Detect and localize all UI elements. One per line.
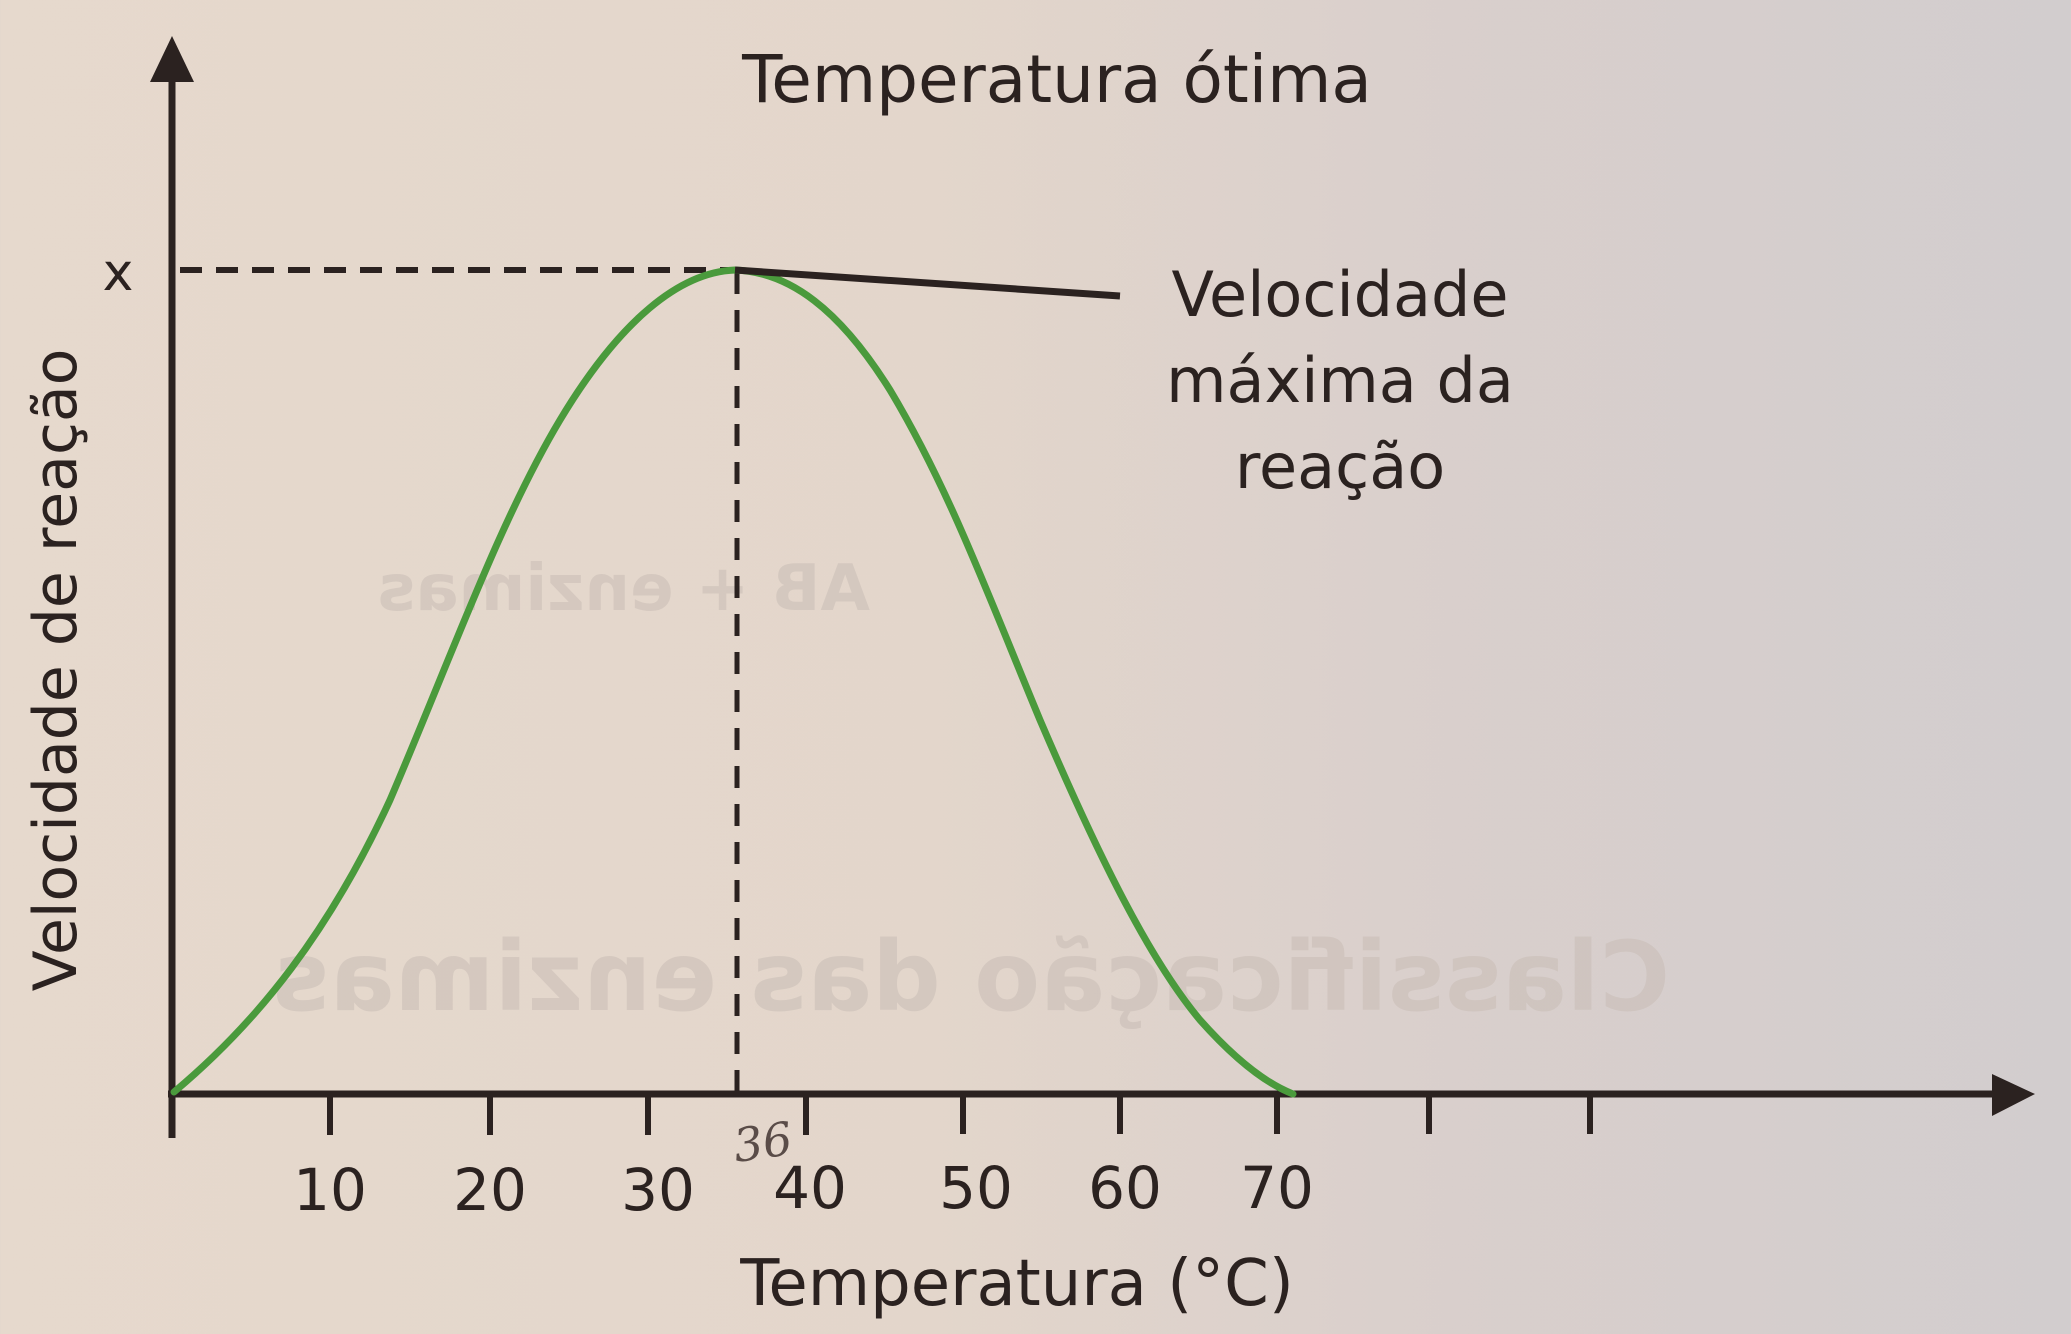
annotation-leader-line — [734, 266, 1121, 300]
annotation-line-2: máxima da — [1166, 344, 1514, 417]
x-axis — [168, 1074, 2035, 1135]
y-max-marker: x — [103, 243, 134, 303]
x-axis-arrow-icon — [1992, 1074, 2035, 1116]
tick-label: 70 — [1240, 1154, 1314, 1222]
y-axis-arrow-icon — [150, 36, 194, 82]
x-tick-labels: 10 20 30 40 50 60 70 — [293, 1154, 1314, 1224]
annotation-line-1: Velocidade — [1171, 258, 1508, 331]
x-axis-label: Temperatura (°C) — [739, 1247, 1294, 1321]
tick-label: 30 — [621, 1156, 695, 1224]
tick-label: 40 — [773, 1154, 847, 1222]
handwritten-note: 36 — [730, 1111, 795, 1173]
tick-label: 50 — [939, 1154, 1013, 1222]
reaction-velocity-curve — [170, 266, 1297, 1098]
y-axis-label: Velocidade de reação — [21, 349, 91, 992]
x-ticks — [327, 1094, 1593, 1135]
tick-label: 10 — [293, 1156, 367, 1224]
annotation-line-3: reação — [1235, 430, 1445, 503]
svg-text:Classificação das enzimas: Classificação das enzimas — [273, 921, 1670, 1033]
svg-text:AB + enzimas: AB + enzimas — [377, 552, 870, 626]
bleed-through-text: AB + enzimas Classificação das enzimas — [273, 552, 1670, 1033]
max-velocity-annotation: Velocidade máxima da reação — [1166, 258, 1514, 503]
optimal-temperature-title: Temperatura ótima — [741, 41, 1372, 118]
y-axis — [150, 36, 194, 1138]
tick-label: 20 — [453, 1156, 527, 1224]
tick-label: 60 — [1088, 1154, 1162, 1222]
